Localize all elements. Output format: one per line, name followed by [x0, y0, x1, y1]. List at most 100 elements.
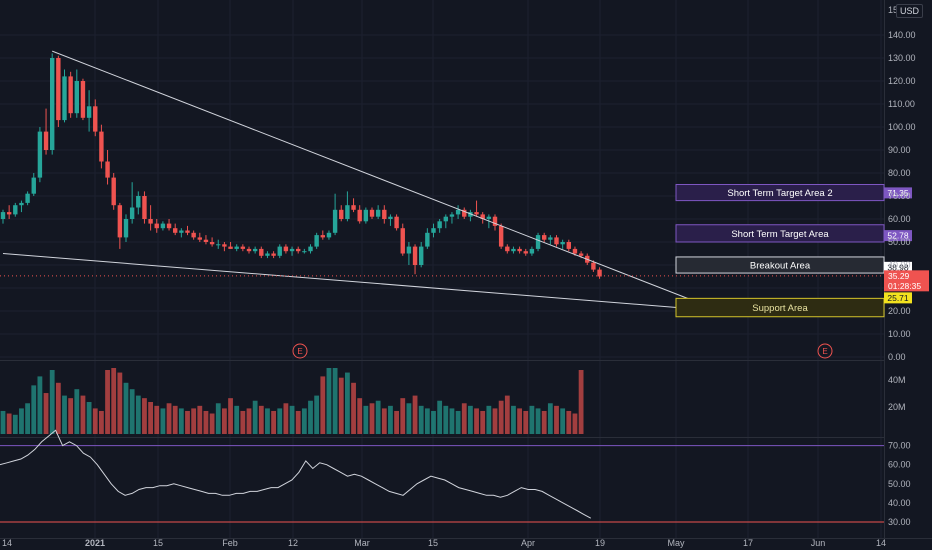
- time-axis[interactable]: 14 2021 15 Feb 12 Mar 15 Apr 19 May 17 Jun 14: [2, 538, 886, 548]
- volume-bar: [572, 413, 578, 434]
- volume-bar: [283, 403, 289, 434]
- price-tick-label: 140.00: [888, 30, 916, 40]
- time-label: 17: [743, 538, 753, 548]
- target-zones[interactable]: Short Term Target Area 2 71.35 Short Term …: [675, 184, 912, 318]
- rsi-line: [0, 429, 592, 519]
- candle-body: [117, 205, 123, 238]
- candle-body: [326, 232, 332, 238]
- volume-bar: [504, 395, 510, 434]
- candle-body: [332, 209, 338, 233]
- volume-bar: [535, 408, 541, 434]
- volume-bar: [437, 400, 443, 434]
- volume-bar: [160, 408, 166, 434]
- price-tick-label: 20.00: [888, 306, 911, 316]
- candle-body: [216, 244, 221, 246]
- price-tick-label: 70.00: [888, 191, 911, 201]
- volume-bar: [117, 372, 123, 434]
- candle-body: [209, 242, 215, 245]
- candle-body: [283, 246, 289, 252]
- countdown-label: 01:28:35: [888, 281, 921, 291]
- price-tick-label: 10.00: [888, 329, 911, 339]
- zone-box: [675, 297, 885, 318]
- candle-body: [296, 248, 301, 252]
- rsi-pane: [0, 429, 884, 523]
- price-tick-label: 50.00: [888, 237, 911, 247]
- zone-price-badge: [884, 292, 912, 304]
- candle-body: [191, 232, 196, 238]
- candle-body: [56, 58, 61, 121]
- candle-body: [197, 237, 202, 240]
- candle-body: [74, 81, 79, 114]
- volume-bar: [351, 382, 356, 434]
- volume-bar: [215, 403, 221, 434]
- volume-bar: [566, 410, 572, 434]
- candle-body: [578, 253, 584, 256]
- volume-bar: [172, 405, 178, 434]
- volume-bar: [43, 393, 49, 434]
- volume-bar: [431, 410, 436, 434]
- candle-body: [31, 177, 36, 194]
- volume-bar: [418, 405, 424, 434]
- zone-price-label: 38.98: [887, 262, 909, 272]
- candle-body: [517, 248, 522, 252]
- volume-bar: [369, 403, 375, 434]
- volume-bar: [560, 408, 566, 434]
- volume-bar: [265, 408, 270, 434]
- volume-bar: [234, 405, 240, 434]
- candle-body: [271, 253, 276, 256]
- price-axis[interactable]: 140.00 130.00 120.00 110.00 100.00 90.00 80.00…: [884, 5, 929, 527]
- candle-body: [486, 216, 492, 219]
- volume-bar: [19, 408, 24, 434]
- price-tick-label: 110.00: [888, 99, 915, 109]
- currency-badge[interactable]: USD: [896, 4, 924, 18]
- volume-bar: [308, 400, 313, 434]
- volume-bar: [492, 408, 498, 434]
- volume-bar: [154, 405, 160, 434]
- candle-body: [154, 223, 159, 229]
- volume-bar: [228, 398, 233, 434]
- candle-body: [222, 244, 227, 247]
- time-label: 14: [876, 538, 886, 548]
- volume-bar: [314, 395, 320, 434]
- price-tick-label: 40.00: [888, 260, 911, 270]
- candle-body: [136, 196, 141, 208]
- volume-bar: [203, 410, 209, 434]
- volume-bar: [166, 403, 172, 434]
- candle-body: [339, 209, 344, 219]
- volume-bar: [523, 410, 529, 434]
- candle-body: [93, 106, 98, 132]
- candle-body: [234, 246, 239, 249]
- volume-bar: [123, 382, 129, 434]
- volume-bar: [511, 405, 516, 434]
- candle-body: [394, 216, 399, 229]
- last-price-label: 35.29: [888, 271, 910, 281]
- candle-body: [6, 212, 12, 215]
- volume-bar: [517, 408, 522, 434]
- candle-body: [259, 248, 264, 256]
- volume-bar: [258, 405, 264, 434]
- candle-body: [351, 205, 356, 210]
- candle-body: [86, 106, 92, 118]
- candle-body: [412, 246, 418, 265]
- candle-body: [148, 219, 153, 224]
- candle-body: [505, 246, 510, 252]
- candle-body: [265, 253, 270, 256]
- volume-bar: [271, 410, 276, 434]
- candle-body: [529, 248, 535, 254]
- candle-body: [320, 235, 325, 238]
- time-label: 19: [595, 538, 605, 548]
- volume-bar: [578, 370, 584, 434]
- price-tick-label: 60.00: [888, 214, 911, 224]
- trendline-support: [2, 253, 721, 312]
- volume-bar: [55, 382, 61, 434]
- volume-bar: [468, 405, 473, 434]
- price-tick-label: 15: [888, 5, 898, 15]
- candle-body: [179, 230, 184, 233]
- volume-bar: [541, 410, 547, 434]
- volume-bar: [246, 408, 252, 434]
- volume-bar: [252, 400, 258, 434]
- volume-bar: [68, 398, 74, 434]
- volume-bar: [424, 408, 430, 434]
